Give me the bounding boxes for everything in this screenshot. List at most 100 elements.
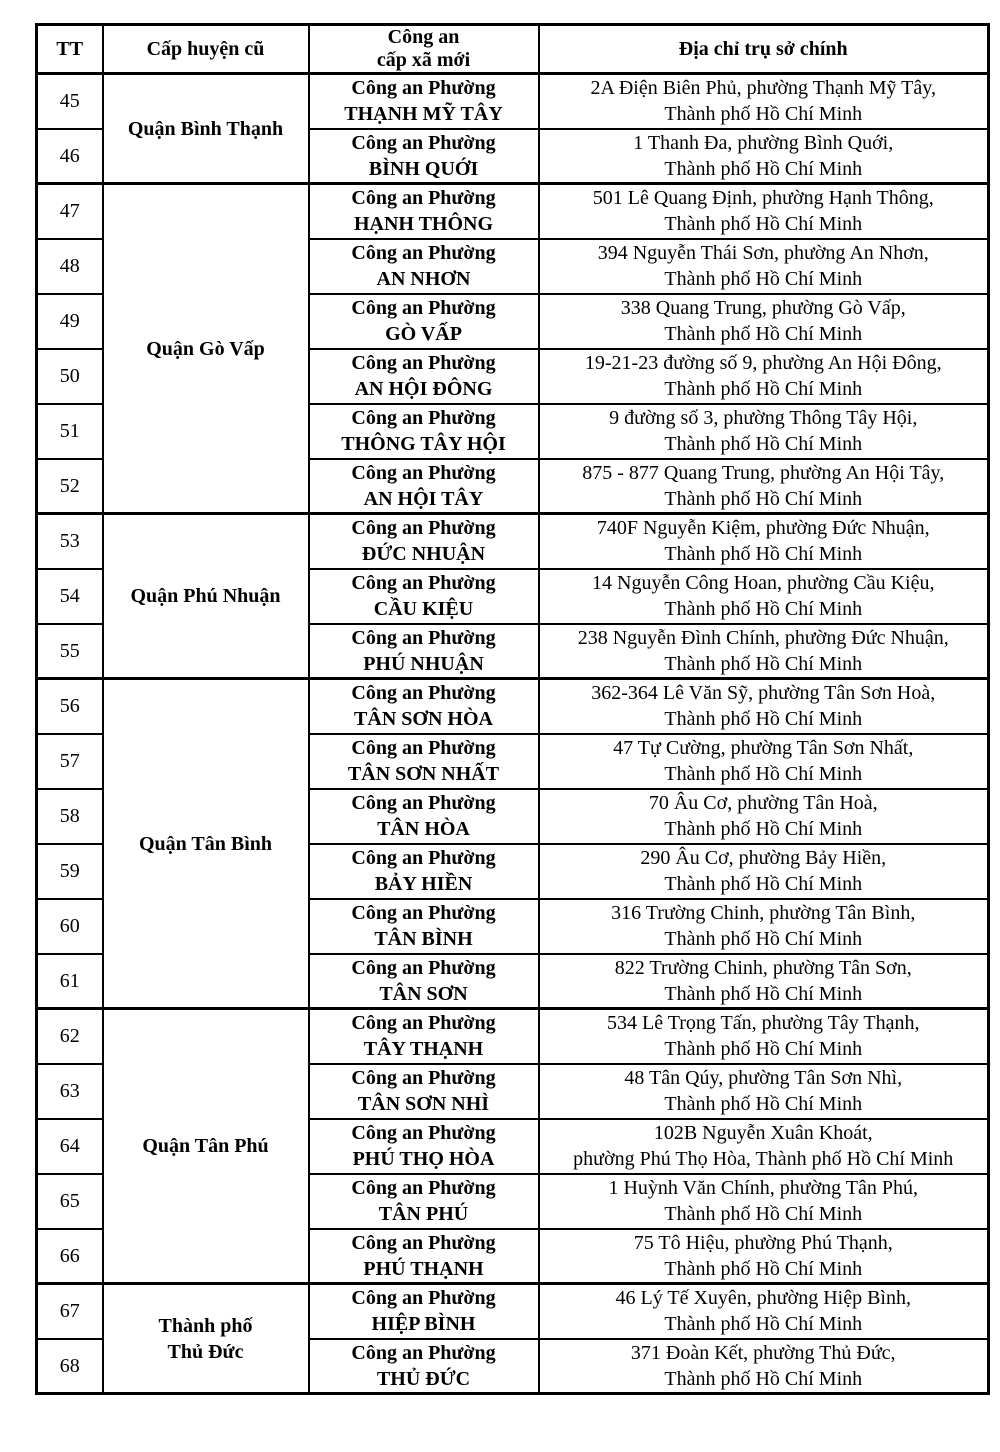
- document-page: { "colors": { "border": "#000000", "text…: [0, 23, 1000, 1452]
- ward-name: TÂN SƠN HÒA: [354, 708, 493, 731]
- police-prefix: Công an Phường: [351, 626, 496, 649]
- col-header-old-district: Cấp huyện cũ: [101, 23, 310, 75]
- address-cell: 875 - 877 Quang Trung, phường An Hội Tây…: [537, 457, 990, 515]
- address-cell: 338 Quang Trung, phường Gò Vấp, Thành phố…: [537, 292, 990, 350]
- address-line-1: 1 Huỳnh Văn Chính, phường Tân Phú,: [608, 1177, 919, 1199]
- police-name-cell: Công an Phường PHÚ THẠNH: [307, 1227, 540, 1285]
- address-line-1: 2A Điện Biên Phủ, phường Thạnh Mỹ Tây,: [590, 77, 936, 100]
- table-row: 49 Công an Phường GÒ VẤP 338 Quang Trung, p…: [35, 292, 990, 350]
- row-number-cell: 63: [35, 1062, 104, 1120]
- police-prefix: Công an Phường: [351, 352, 496, 374]
- police-name-cell: Công an Phường AN HỘI TÂY: [307, 457, 540, 515]
- table-row: 60 Công an Phường TÂN BÌNH 316 Trường Chinh…: [35, 897, 990, 955]
- address-line-2: Thành phố Hồ Chí Minh: [664, 763, 863, 785]
- row-number-cell: 57: [35, 732, 104, 790]
- table-row: 55 Công an Phường PHÚ NHUẬN 238 Nguyễn Đình…: [35, 622, 990, 680]
- old-district-name: Quận Phú Nhuận: [130, 585, 281, 607]
- table-row: 63 Công an Phường TÂN SƠN NHÌ 48 Tân Qúy, p…: [35, 1062, 990, 1120]
- police-name-cell: Công an Phường AN NHƠN: [307, 237, 540, 295]
- col-header-address: Địa chỉ trụ sở chính: [537, 23, 990, 75]
- police-prefix: Công an Phường: [351, 737, 496, 759]
- police-name-cell: Công an Phường PHÚ NHUẬN: [307, 622, 540, 680]
- police-prefix: Công an Phường: [351, 902, 496, 924]
- police-prefix: Công an Phường: [351, 1341, 496, 1364]
- address-line-2: Thành phố Hồ Chí Minh: [664, 1257, 863, 1280]
- ward-name: ĐỨC NHUẬN: [361, 543, 486, 566]
- police-name-cell: Công an Phường AN HỘI ĐÔNG: [307, 347, 540, 405]
- police-name-cell: Công an Phường GÒ VẤP: [307, 292, 540, 350]
- old-district-cell: Quận Tân Bình: [101, 677, 310, 1010]
- address-cell: 75 Tô Hiệu, phường Phú Thạnh, Thành phố H…: [537, 1227, 990, 1285]
- col-header-new-police-line2: cấp xã mới: [376, 49, 471, 71]
- address-cell: 316 Trường Chinh, phường Tân Bình, Thành …: [537, 897, 990, 955]
- address-line-1: 362-364 Lê Văn Sỹ, phường Tân Sơn Hoà,: [591, 682, 936, 705]
- address-cell: 362-364 Lê Văn Sỹ, phường Tân Sơn Hoà, Th…: [537, 677, 990, 735]
- address-line-1: 740F Nguyễn Kiệm, phường Đức Nhuận,: [596, 517, 930, 540]
- ward-name: THẠNH MỸ TÂY: [344, 103, 503, 126]
- ward-name: TÂN HÒA: [377, 818, 470, 840]
- row-number: 56: [59, 695, 80, 718]
- police-prefix: Công an Phường: [351, 407, 496, 429]
- address-line-1: 102B Nguyễn Xuân Khoát,: [653, 1122, 873, 1144]
- police-name-cell: Công an Phường CẦU KIỆU: [307, 567, 540, 625]
- row-number: 54: [59, 585, 80, 607]
- table-row: 54 Công an Phường CẦU KIỆU 14 Nguyễn Công H…: [35, 567, 990, 625]
- police-prefix: Công an Phường: [351, 517, 496, 540]
- address-line-2: Thành phố Hồ Chí Minh: [664, 213, 863, 236]
- address-line-2: Thành phố Hồ Chí Minh: [664, 157, 863, 180]
- old-district-cell: Quận Bình Thạnh: [101, 72, 310, 185]
- table-row: 57 Công an Phường TÂN SƠN NHẤT 47 Tự Cường,…: [35, 732, 990, 790]
- ward-name: TÂN SƠN: [379, 982, 468, 1005]
- police-name-cell: Công an Phường HẠNH THÔNG: [307, 182, 540, 240]
- row-number-cell: 65: [35, 1172, 104, 1230]
- row-number-cell: 48: [35, 237, 104, 295]
- address-line-1: 75 Tô Hiệu, phường Phú Thạnh,: [633, 1231, 893, 1254]
- row-number: 65: [59, 1190, 80, 1212]
- address-line-1: 47 Tự Cường, phường Tân Sơn Nhất,: [613, 737, 914, 759]
- ward-name: AN NHƠN: [376, 268, 471, 290]
- old-district-cell: Quận Tân Phú: [101, 1007, 310, 1285]
- police-prefix: Công an Phường: [351, 1067, 496, 1089]
- police-name-cell: Công an Phường THÔNG TÂY HỘI: [307, 402, 540, 460]
- row-number: 62: [59, 1025, 80, 1048]
- ward-name: BẢY HIỀN: [374, 873, 473, 895]
- police-prefix: Công an Phường: [351, 792, 496, 814]
- table-row: 67 Thành phố Thủ Đức Công an Phường HIỆP BÌN…: [35, 1282, 990, 1395]
- table-row: 62 Quận Tân Phú Công an Phường TÂY THẠNH 534…: [35, 1007, 990, 1285]
- row-number-cell: 64: [35, 1117, 104, 1175]
- col-header-tt-label: TT: [56, 37, 84, 60]
- header-row: TT Cấp huyện cũ Công an cấp xã mới Địa c…: [35, 23, 990, 75]
- address-line-2: Thành phố Hồ Chí Minh: [664, 708, 863, 731]
- row-number: 66: [59, 1244, 80, 1267]
- col-header-address-label: Địa chỉ trụ sở chính: [678, 37, 848, 60]
- row-number-cell: 68: [35, 1337, 104, 1395]
- address-line-2: Thành phố Hồ Chí Minh: [664, 378, 863, 400]
- old-district-name: Quận Tân Bình: [138, 832, 273, 855]
- address-line-1: 238 Nguyễn Đình Chính, phường Đức Nhuận,: [577, 626, 949, 649]
- old-district-name: Thủ Đức: [167, 1340, 244, 1363]
- ward-name: HẠNH THÔNG: [353, 213, 494, 236]
- ward-name: TÂN BÌNH: [374, 928, 473, 950]
- address-line-1: 290 Âu Cơ, phường Bảy Hiền,: [640, 847, 887, 869]
- police-prefix: Công an Phường: [351, 1287, 496, 1310]
- address-cell: 1 Thanh Đa, phường Bình Quới, Thành phố H…: [537, 127, 990, 185]
- police-name-cell: Công an Phường TÂN BÌNH: [307, 897, 540, 955]
- police-prefix: Công an Phường: [351, 1177, 496, 1199]
- row-number-cell: 45: [35, 72, 104, 130]
- address-line-1: 501 Lê Quang Định, phường Hạnh Thông,: [592, 187, 934, 210]
- address-cell: 822 Trường Chinh, phường Tân Sơn, Thành p…: [537, 952, 990, 1010]
- address-line-1: 316 Trường Chinh, phường Tân Bình,: [611, 902, 916, 924]
- address-line-2: Thành phố Hồ Chí Minh: [664, 103, 863, 126]
- row-number: 48: [59, 255, 80, 277]
- address-cell: 238 Nguyễn Đình Chính, phường Đức Nhuận,…: [537, 622, 990, 680]
- row-number: 53: [59, 530, 80, 553]
- police-prefix: Công an Phường: [351, 847, 496, 869]
- ward-name: TÂN SƠN NHÌ: [357, 1093, 490, 1115]
- address-line-2: Thành phố Hồ Chí Minh: [664, 1367, 863, 1390]
- ward-name: CẦU KIỆU: [373, 598, 474, 620]
- row-number-cell: 51: [35, 402, 104, 460]
- table-row: 51 Công an Phường THÔNG TÂY HỘI 9 đường số …: [35, 402, 990, 460]
- police-name-cell: Công an Phường TÂY THẠNH: [307, 1007, 540, 1065]
- police-name-cell: Công an Phường PHÚ THỌ HÒA: [307, 1117, 540, 1175]
- row-number: 63: [59, 1080, 80, 1102]
